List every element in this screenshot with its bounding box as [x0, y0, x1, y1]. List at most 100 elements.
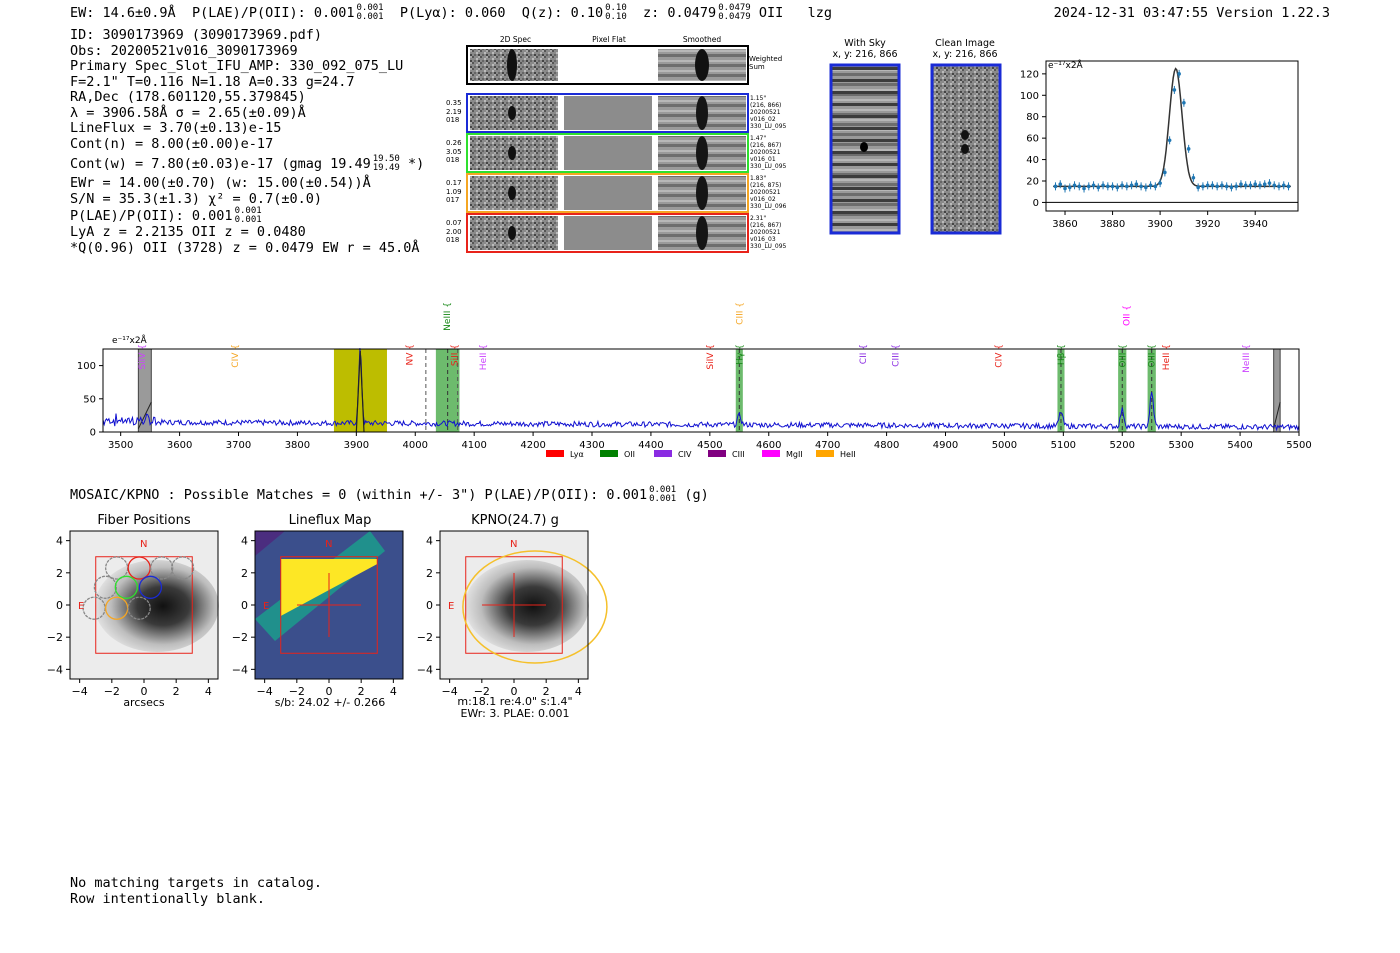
spectral-line-label: NeIII {	[1242, 344, 1252, 373]
kpno-xlabel-2: EWr: 3. PLAE: 0.001	[460, 707, 570, 720]
zoom-data-point	[1281, 183, 1286, 188]
panel-xtick-label: 0	[141, 685, 148, 698]
east-label: E	[78, 601, 84, 612]
zoom-data-point	[1229, 185, 1234, 190]
spectral-line-label: CIII {	[891, 344, 901, 367]
zoom-data-point	[1106, 184, 1110, 189]
panel-xtick-label: −4	[72, 685, 88, 698]
header-z-range: 0.0479 0.0479	[718, 3, 751, 22]
row-right-info: 2.31" (216, 867) 20200521 v016_03 330_LU_095	[750, 215, 787, 250]
spectrum-xtick-label: 4700	[815, 440, 840, 451]
zoom-data-point	[1239, 182, 1243, 187]
spectrum-xtick-label: 3600	[167, 440, 192, 451]
clean-image-header: Clean Image x, y: 216, 866	[930, 38, 1000, 60]
zoom-data-point	[1058, 182, 1063, 187]
zoom-data-point	[1082, 186, 1086, 191]
header-plae-range: 0.001 0.001	[356, 3, 384, 22]
fiber-circle	[170, 556, 195, 580]
panel-ytick-label: 4	[56, 535, 63, 548]
fiber-circle	[93, 575, 118, 599]
spectral-line-label: CII {	[859, 344, 869, 364]
zoom-data-point	[1053, 184, 1058, 189]
row-left-stats: 0.35 2.19 018	[446, 99, 462, 124]
row-smoothed-emission	[696, 216, 708, 250]
spectrum-band-green	[1118, 349, 1127, 432]
sky-line	[831, 163, 899, 166]
info-ewr: EWr = 14.00(±0.70) (w: 15.00(±0.54))Å	[70, 175, 371, 191]
fiber-xlabel: arcsecs	[123, 696, 165, 709]
spectrum-ytick-label: 50	[83, 394, 96, 405]
header-plya: P(Lyα): 0.060	[399, 5, 506, 21]
row-left-stats: 0.17 1.09 017	[446, 179, 462, 204]
legend-label: MgII	[786, 450, 803, 459]
col-smoothed-label: Smoothed	[682, 35, 722, 44]
panel-xtick-label: 2	[173, 685, 180, 698]
zoom-data-point	[1148, 183, 1153, 188]
masked-hatch	[1273, 402, 1281, 429]
row-frame	[466, 93, 749, 133]
spectral-line-label: Hγ {	[735, 344, 745, 365]
zoom-xtick-label: 3900	[1147, 219, 1172, 230]
zoom-unit-label: e⁻¹⁷x2Å	[1048, 61, 1083, 71]
info-id: ID: 3090173969 (3090173969.pdf)	[70, 27, 322, 43]
zoom-ytick-label: 40	[1026, 155, 1039, 166]
zoom-ytick-label: 0	[1033, 198, 1039, 209]
zoom-data-point	[1086, 184, 1091, 189]
zoom-data-point	[1101, 183, 1105, 188]
row-left-stats: 0.26 3.05 018	[446, 139, 462, 164]
sky-line	[831, 175, 899, 178]
spectrum-xtick-label: 4600	[756, 440, 781, 451]
cutout-grid	[466, 45, 749, 253]
spectrum-xtick-label: 4200	[520, 440, 545, 451]
masked-hatch	[137, 401, 152, 429]
zoom-data-point	[1210, 183, 1215, 188]
spectral-line-label: OIII {	[1118, 344, 1128, 368]
panel-ytick-label: −2	[417, 631, 433, 644]
row-pixel-flat	[564, 216, 652, 250]
spectral-line-label: SiIV {	[706, 344, 716, 370]
with-sky-header: With Sky x, y: 216, 866	[830, 38, 900, 60]
panel-xtick-label: 2	[543, 685, 550, 698]
aperture-box	[95, 556, 193, 654]
panel-ytick-label: −4	[417, 663, 433, 676]
row-right-info: 1.83" (216, 875) 20200521 v016_02 330_LU_096	[750, 175, 787, 210]
zoom-ytick-label: 120	[1020, 69, 1039, 80]
sky-line	[831, 199, 899, 202]
spectral-line-label: CIII {	[735, 302, 745, 325]
sky-line	[831, 115, 899, 118]
north-label: N	[510, 539, 517, 550]
spectrum-xtick-label: 3900	[344, 440, 369, 451]
panel-ytick-label: −2	[232, 631, 248, 644]
legend-label: CIII	[732, 450, 745, 459]
row-pixel-flat	[564, 176, 652, 210]
legend-label: OII	[624, 450, 635, 459]
fiber-galaxy	[94, 560, 219, 652]
spectral-line-label: HeII {	[1162, 344, 1172, 370]
zoom-data-point	[1277, 184, 1281, 189]
spectral-line-label: NeIII {	[443, 302, 453, 331]
clean-image	[930, 63, 1002, 235]
sky-line	[831, 91, 899, 94]
zoom-data-point	[1234, 184, 1238, 189]
spectrum-xtick-label: 5400	[1227, 440, 1252, 451]
panel-xtick-label: −2	[474, 685, 490, 698]
kpno-xlabel-1: m:18.1 re:4.0" s:1.4"	[457, 695, 573, 708]
info-params: F=2.1" T=0.116 N=1.18 A=0.33 g=24.7	[70, 73, 355, 90]
zoom-data-point	[1196, 185, 1200, 190]
cutout-rows	[466, 93, 749, 253]
panel-ytick-label: −4	[47, 663, 63, 676]
legend-label: Lyα	[570, 450, 584, 459]
zoom-data-point	[1182, 100, 1186, 105]
panel-xtick-label: −4	[442, 685, 458, 698]
spectrum-xtick-label: 4000	[403, 440, 428, 451]
full-spectrum-plot: 0 50 100 3500 3600 3700 3800 3900 4000 4100 4200 43…	[77, 302, 1312, 459]
spectrum-xtick-label: 4800	[874, 440, 899, 451]
header-line-name: OII	[758, 5, 784, 21]
info-radec: RA,Dec (178.601120,55.379845)	[70, 89, 306, 105]
row-smoothed-emission	[696, 136, 708, 170]
info-lya-z: LyA z = 2.2135 OII z = 0.0480	[70, 224, 306, 240]
info-primary: Primary Spec_Slot_IFU_AMP: 330_092_075_L…	[70, 58, 404, 74]
zoom-data-point	[1205, 183, 1210, 188]
row-smoothed-emission	[696, 96, 708, 130]
panel-flux: N E 4 −4 2 −2 0 0 −2 2 −4 4	[232, 530, 404, 698]
